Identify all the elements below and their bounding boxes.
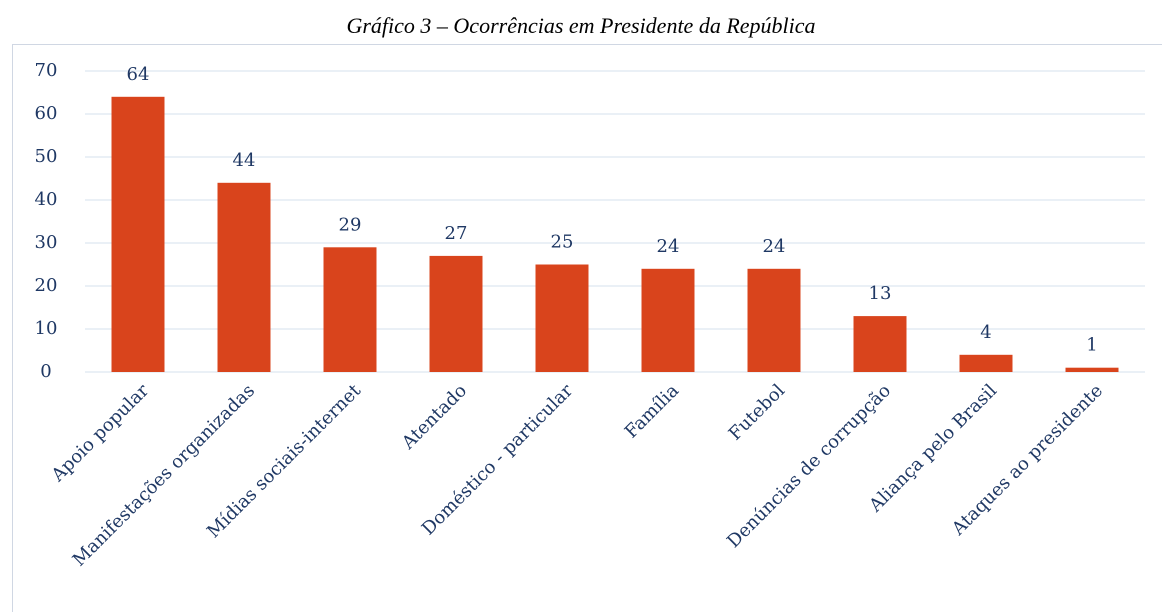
data-label: 27 [445, 223, 468, 244]
bar [747, 268, 801, 372]
x-tick-label: Manifestações organizadas [69, 380, 259, 570]
y-tick-label: 10 [35, 318, 58, 339]
bar [959, 354, 1013, 372]
y-tick-label: 40 [35, 189, 58, 210]
y-tick-label: 50 [35, 146, 58, 167]
x-tick-label: Apoio popular [47, 380, 154, 487]
y-tick-label: 70 [35, 60, 58, 81]
chart-frame [12, 44, 1162, 612]
data-label: 25 [551, 232, 574, 253]
bar [1065, 367, 1119, 372]
bar [853, 316, 907, 372]
data-label: 4 [980, 322, 991, 343]
y-tick-label: 0 [40, 361, 51, 382]
data-label: 24 [763, 236, 786, 257]
data-label: 24 [657, 236, 680, 257]
y-tick-label: 60 [35, 103, 58, 124]
y-tick-label: 20 [35, 275, 58, 296]
y-tick-label: 30 [35, 232, 58, 253]
data-label: 13 [869, 283, 892, 304]
x-tick-label: Família [621, 380, 683, 442]
x-tick-label: Atentado [397, 380, 471, 454]
bar [641, 268, 695, 372]
bar [217, 182, 271, 372]
data-label: 1 [1086, 335, 1097, 356]
data-label: 29 [339, 214, 362, 235]
bar [535, 264, 589, 372]
data-label: 44 [233, 150, 256, 171]
bar [323, 247, 377, 372]
bar [429, 255, 483, 372]
chart-title: Gráfico 3 – Ocorrências em Presidente da… [346, 13, 815, 38]
bar [111, 96, 165, 373]
x-tick-label: Futebol [725, 380, 790, 445]
data-label: 64 [127, 64, 150, 85]
